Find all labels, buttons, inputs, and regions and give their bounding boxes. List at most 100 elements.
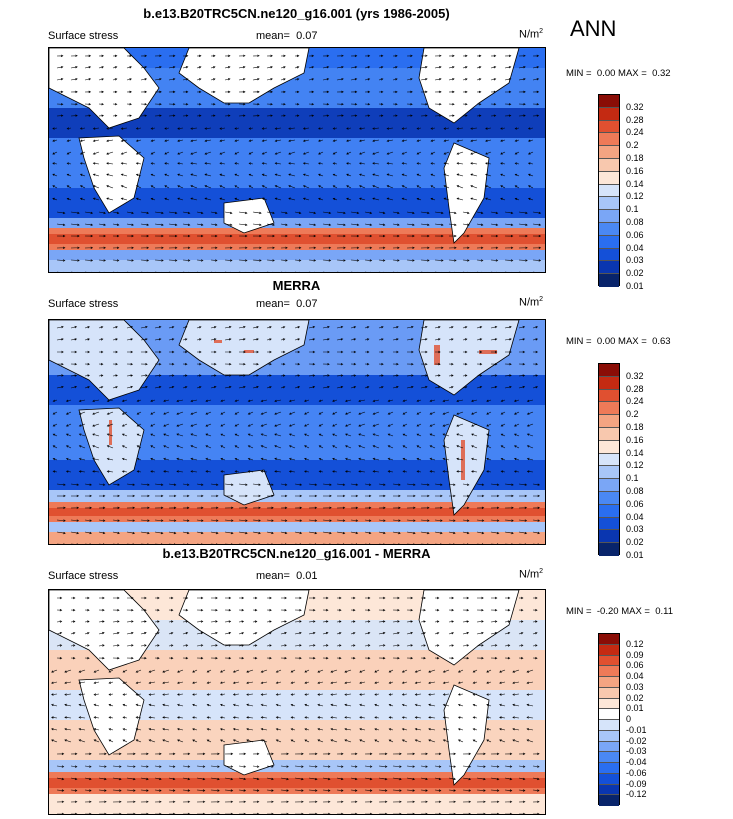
panel-1-min-label: MIN =: [566, 68, 592, 79]
wind-vector-arrow: [70, 777, 78, 781]
colorbar-tick-label: 0.06: [626, 660, 644, 671]
wind-vector-arrow: [126, 223, 134, 226]
wind-vector-arrow: [93, 669, 100, 673]
wind-vector-arrow: [336, 644, 342, 647]
wind-vector-arrow: [350, 350, 357, 354]
wind-vector-arrow: [219, 728, 226, 731]
wind-vector-arrow: [266, 78, 273, 81]
wind-vector-arrow: [336, 102, 344, 106]
wind-vector-arrow: [387, 399, 394, 403]
wind-vector-arrow: [457, 703, 464, 707]
wind-vector-arrow: [112, 259, 120, 262]
wind-vector-arrow: [350, 765, 358, 768]
wind-vector-arrow: [190, 433, 198, 437]
panel-3-units-text: N/m: [519, 568, 540, 581]
wind-vector-arrow: [238, 65, 246, 69]
wind-vector-arrow: [364, 114, 371, 117]
wind-vector-arrow: [350, 531, 359, 535]
wind-vector-arrow: [378, 620, 386, 623]
wind-vector-arrow: [518, 246, 528, 250]
colorbar-swatch: [599, 530, 619, 544]
colorbar-swatch: [599, 120, 619, 134]
wind-vector-arrow: [336, 812, 344, 814]
wind-vector-arrow: [121, 457, 128, 461]
wind-vector-arrow: [386, 151, 394, 155]
wind-vector-arrow: [65, 399, 72, 402]
wind-vector-arrow: [70, 494, 80, 498]
wind-vector-arrow: [317, 703, 324, 707]
wind-vector-arrow: [140, 223, 150, 227]
wind-vector-arrow: [204, 173, 212, 177]
wind-vector-arrow: [234, 139, 240, 142]
wind-vector-arrow: [388, 739, 394, 743]
wind-vector-arrow: [275, 693, 282, 696]
wind-vector-arrow: [84, 812, 92, 814]
wind-vector-arrow: [261, 151, 268, 155]
wind-vector-arrow: [126, 90, 132, 94]
wind-vector-arrow: [247, 445, 254, 449]
wind-vector-arrow: [322, 362, 330, 366]
wind-vector-arrow: [505, 271, 512, 272]
wind-vector-arrow: [485, 127, 492, 130]
wind-vector-arrow: [532, 596, 538, 600]
wind-vector-arrow: [330, 727, 338, 731]
wind-vector-arrow: [140, 114, 148, 117]
wind-vector-arrow: [266, 765, 274, 768]
wind-vector-arrow: [470, 127, 478, 130]
wind-vector-arrow: [457, 716, 464, 719]
wind-vector-arrow: [476, 374, 483, 377]
wind-vector-arrow: [456, 445, 464, 449]
wind-vector-arrow: [192, 703, 198, 707]
wind-vector-arrow: [392, 644, 400, 647]
wind-vector-arrow: [148, 703, 156, 707]
wind-vector-arrow: [168, 77, 176, 81]
wind-vector-arrow: [350, 812, 358, 814]
wind-vector-arrow: [322, 374, 330, 377]
wind-vector-arrow: [64, 669, 72, 673]
wind-vector-arrow: [322, 78, 330, 81]
wind-vector-arrow: [406, 338, 414, 341]
wind-vector-arrow: [52, 162, 58, 165]
wind-vector-arrow: [280, 350, 286, 354]
wind-vector-arrow: [514, 151, 520, 155]
wind-vector-arrow: [190, 162, 198, 165]
wind-vector-arrow: [420, 246, 430, 250]
wind-vector-arrow: [70, 211, 80, 215]
wind-vector-arrow: [518, 90, 526, 94]
wind-vector-arrow: [406, 114, 413, 117]
wind-vector-arrow: [420, 800, 428, 804]
panel-3-mean-value: 0.01: [296, 570, 318, 582]
wind-vector-arrow: [504, 211, 514, 215]
wind-vector-arrow: [434, 65, 442, 69]
panel-1-minmax: MIN = 0.00 MAX = 0.32: [566, 68, 671, 79]
wind-vector-arrow: [462, 386, 468, 389]
wind-vector-arrow: [106, 185, 114, 189]
wind-vector-arrow: [401, 162, 408, 165]
wind-vector-arrow: [141, 271, 148, 272]
wind-vector-arrow: [448, 90, 455, 94]
wind-vector-arrow: [98, 656, 105, 660]
wind-vector-arrow: [490, 374, 498, 377]
colorbar-swatch: [599, 666, 619, 677]
wind-vector-arrow: [336, 77, 344, 81]
wind-vector-arrow: [98, 223, 106, 226]
wind-vector-arrow: [420, 385, 428, 389]
wind-vector-arrow: [388, 716, 394, 719]
wind-vector-arrow: [224, 789, 234, 792]
wind-vector-arrow: [485, 151, 492, 155]
wind-vector-arrow: [500, 445, 506, 449]
wind-vector-arrow: [392, 519, 401, 522]
wind-vector-arrow: [434, 800, 442, 804]
wind-vector-arrow: [168, 102, 176, 106]
wind-vector-arrow: [295, 271, 300, 272]
wind-vector-arrow: [210, 325, 217, 329]
wind-vector-arrow: [219, 162, 226, 165]
wind-vector-arrow: [135, 693, 142, 696]
wind-vector-arrow: [224, 54, 231, 58]
wind-vector-arrow: [168, 350, 175, 354]
wind-vector-arrow: [150, 457, 156, 461]
colorbar-tick-label: 0.1: [626, 204, 639, 215]
wind-vector-arrow: [220, 457, 226, 461]
wind-vector-arrow: [308, 259, 317, 262]
wind-vector-arrow: [247, 423, 254, 427]
